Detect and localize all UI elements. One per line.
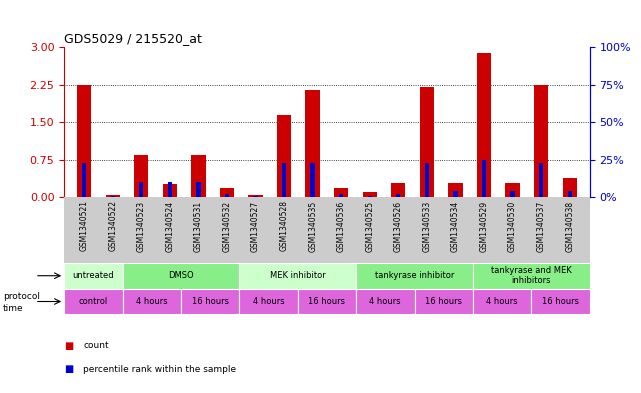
Bar [122,288,181,314]
Text: GSM1340528: GSM1340528 [279,200,288,252]
Text: untreated: untreated [72,271,114,280]
Text: GSM1340529: GSM1340529 [479,200,488,252]
Bar [563,178,577,197]
Bar [77,84,91,197]
Text: GSM1340530: GSM1340530 [508,200,517,252]
Text: GSM1340536: GSM1340536 [337,200,345,252]
Bar [473,288,531,314]
Bar [473,263,590,288]
Bar [482,160,486,197]
Bar [64,263,122,288]
Bar [253,196,258,197]
Bar [248,195,263,197]
Bar [239,263,356,288]
Bar [363,192,377,197]
Text: GSM1340532: GSM1340532 [222,200,231,252]
Text: ■: ■ [64,364,73,375]
Bar [168,182,172,197]
Bar [64,288,122,314]
Text: 4 hours: 4 hours [487,297,518,306]
Text: 4 hours: 4 hours [136,297,167,306]
Bar [306,90,320,197]
Text: DMSO: DMSO [168,271,194,280]
Text: GSM1340526: GSM1340526 [394,200,403,252]
Text: MEK inhibitor: MEK inhibitor [270,271,326,280]
Text: GSM1340535: GSM1340535 [308,200,317,252]
Bar [134,155,148,197]
Text: tankyrase and MEK
inhibitors: tankyrase and MEK inhibitors [491,266,572,285]
Text: control: control [79,297,108,306]
Bar [191,155,206,197]
Bar [531,288,590,314]
Bar [239,288,297,314]
Bar [356,263,473,288]
Bar [448,183,463,197]
Text: GSM1340527: GSM1340527 [251,200,260,252]
Bar [122,263,239,288]
Text: GSM1340538: GSM1340538 [565,200,574,252]
Bar [106,195,120,197]
Bar [339,194,344,197]
Bar [163,184,177,197]
Bar [181,288,239,314]
Text: tankyrase inhibitor: tankyrase inhibitor [375,271,454,280]
Text: GSM1340523: GSM1340523 [137,200,146,252]
Bar [534,84,548,197]
Text: 16 hours: 16 hours [192,297,229,306]
Bar [277,115,291,197]
Bar [297,288,356,314]
Bar [110,196,115,197]
Text: GSM1340537: GSM1340537 [537,200,545,252]
Text: percentile rank within the sample: percentile rank within the sample [83,365,237,374]
Text: GSM1340531: GSM1340531 [194,200,203,252]
Bar [510,191,515,197]
Bar [139,182,144,197]
Bar [477,53,491,197]
Bar [420,87,434,197]
Bar [391,183,406,197]
Bar [334,188,348,197]
Bar [225,194,229,197]
Bar [453,191,458,197]
Text: 16 hours: 16 hours [542,297,579,306]
Text: GDS5029 / 215520_at: GDS5029 / 215520_at [64,31,202,44]
Bar [356,288,415,314]
Text: GSM1340525: GSM1340525 [365,200,374,252]
Bar [415,288,473,314]
Bar [567,191,572,197]
Bar [82,163,87,197]
Bar [539,163,544,197]
Text: GSM1340524: GSM1340524 [165,200,174,252]
Bar [368,196,372,197]
Text: 4 hours: 4 hours [253,297,285,306]
Text: GSM1340533: GSM1340533 [422,200,431,252]
Text: 4 hours: 4 hours [369,297,401,306]
Bar [396,194,401,197]
Bar [282,163,286,197]
Text: GSM1340522: GSM1340522 [108,200,117,252]
Text: 16 hours: 16 hours [308,297,345,306]
Text: protocol: protocol [3,292,40,301]
Text: GSM1340521: GSM1340521 [79,200,88,252]
Bar [425,163,429,197]
Text: time: time [3,304,24,313]
Bar [220,188,234,197]
Text: GSM1340534: GSM1340534 [451,200,460,252]
Text: ■: ■ [64,341,73,351]
Text: 16 hours: 16 hours [425,297,462,306]
Bar [196,182,201,197]
Text: count: count [83,342,109,350]
Bar [310,163,315,197]
Bar [506,183,520,197]
